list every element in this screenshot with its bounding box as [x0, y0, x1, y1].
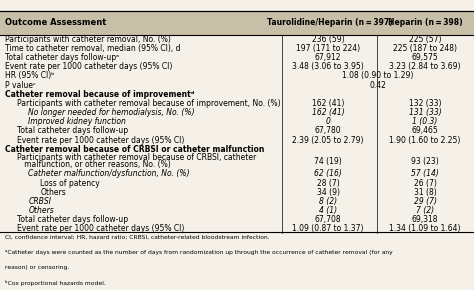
Text: 1.90 (1.60 to 2.25): 1.90 (1.60 to 2.25): [390, 136, 461, 145]
Text: Participants with catheter removal because of CRBSI, catheter: Participants with catheter removal becau…: [17, 153, 256, 162]
Text: 69,465: 69,465: [412, 126, 438, 135]
Text: 4 (1): 4 (1): [319, 206, 337, 215]
Text: Others: Others: [28, 206, 54, 215]
Text: Others: Others: [40, 188, 66, 197]
Text: 28 (7): 28 (7): [317, 179, 339, 188]
Text: Event rate per 1000 catheter days (95% CI): Event rate per 1000 catheter days (95% C…: [17, 136, 184, 145]
Text: 1.08 (0.90 to 1.29): 1.08 (0.90 to 1.29): [342, 72, 414, 81]
Text: 3.23 (2.84 to 3.69): 3.23 (2.84 to 3.69): [390, 62, 461, 71]
Text: 31 (8): 31 (8): [414, 188, 437, 197]
Text: 57 (14): 57 (14): [411, 169, 439, 178]
Text: 62 (16): 62 (16): [314, 169, 342, 178]
Text: 131 (33): 131 (33): [409, 108, 442, 117]
Text: 236 (59): 236 (59): [312, 35, 344, 44]
Text: 0.42: 0.42: [370, 81, 386, 90]
Text: 8 (2): 8 (2): [319, 197, 337, 206]
Text: Time to catheter removal, median (95% CI), d: Time to catheter removal, median (95% CI…: [5, 44, 180, 53]
Text: 1.34 (1.09 to 1.64): 1.34 (1.09 to 1.64): [390, 224, 461, 233]
Text: Total catheter days follow-up: Total catheter days follow-up: [17, 215, 128, 224]
Text: P valueᶜ: P valueᶜ: [5, 81, 36, 90]
Text: Outcome Assessment: Outcome Assessment: [5, 18, 106, 28]
Text: Improved kidney function: Improved kidney function: [28, 117, 126, 126]
Text: 1.09 (0.87 to 1.37): 1.09 (0.87 to 1.37): [292, 224, 364, 233]
FancyBboxPatch shape: [0, 11, 474, 35]
Text: Heparin (n = 398): Heparin (n = 398): [388, 18, 463, 28]
Text: Catheter removal because of CRBSI or catheter malfunction: Catheter removal because of CRBSI or cat…: [5, 145, 264, 154]
Text: No longer needed for hemodialysis, No. (%): No longer needed for hemodialysis, No. (…: [28, 108, 195, 117]
Text: 0: 0: [326, 117, 330, 126]
Text: 93 (23): 93 (23): [411, 157, 439, 166]
Text: 69,318: 69,318: [412, 215, 438, 224]
Text: ᵇCox proportional hazards model.: ᵇCox proportional hazards model.: [5, 280, 106, 286]
Text: 67,780: 67,780: [315, 126, 341, 135]
Text: reason) or censoring.: reason) or censoring.: [5, 265, 69, 270]
Text: Catheter removal because of improvementᵈ: Catheter removal because of improvementᵈ: [5, 90, 194, 99]
Text: Total catheter days follow-up: Total catheter days follow-up: [17, 126, 128, 135]
Text: Event rate per 1000 catheter days (95% CI): Event rate per 1000 catheter days (95% C…: [5, 62, 172, 71]
Text: 132 (33): 132 (33): [409, 99, 441, 108]
Text: 69,575: 69,575: [412, 53, 438, 62]
Text: 2.39 (2.05 to 2.79): 2.39 (2.05 to 2.79): [292, 136, 364, 145]
Text: Loss of patency: Loss of patency: [40, 179, 100, 188]
Text: HR (95% CI)ᵇ: HR (95% CI)ᵇ: [5, 72, 54, 81]
Text: CRBSI: CRBSI: [28, 197, 52, 206]
Text: CI, confidence interval; HR, hazard ratio; CRBSI, catheter-related bloodstream i: CI, confidence interval; HR, hazard rati…: [5, 235, 269, 240]
Text: 162 (41): 162 (41): [312, 99, 344, 108]
Text: Total catheter days follow-upᵃ: Total catheter days follow-upᵃ: [5, 53, 119, 62]
Text: 197 (171 to 224): 197 (171 to 224): [296, 44, 360, 53]
Text: ᵃCatheter days were counted as the number of days from randomization up through : ᵃCatheter days were counted as the numbe…: [5, 250, 392, 255]
Text: 67,912: 67,912: [315, 53, 341, 62]
Text: 67,708: 67,708: [315, 215, 341, 224]
Text: 26 (7): 26 (7): [414, 179, 437, 188]
Text: Catheter malfunction/dysfunction, No. (%): Catheter malfunction/dysfunction, No. (%…: [28, 169, 190, 178]
Text: 34 (9): 34 (9): [317, 188, 339, 197]
Text: 162 (41): 162 (41): [311, 108, 345, 117]
Text: 7 (2): 7 (2): [416, 206, 434, 215]
Text: Event rate per 1000 catheter days (95% CI): Event rate per 1000 catheter days (95% C…: [17, 224, 184, 233]
Text: 225 (187 to 248): 225 (187 to 248): [393, 44, 457, 53]
Text: 3.48 (3.06 to 3.95): 3.48 (3.06 to 3.95): [292, 62, 364, 71]
Text: malfunction, or other reasons, No. (%): malfunction, or other reasons, No. (%): [17, 160, 170, 169]
Text: 74 (19): 74 (19): [314, 157, 342, 166]
Text: Taurolidine/Heparin (n = 397): Taurolidine/Heparin (n = 397): [266, 18, 392, 28]
Text: Participants with catheter removal, No. (%): Participants with catheter removal, No. …: [5, 35, 171, 44]
Text: 225 (57): 225 (57): [409, 35, 441, 44]
Text: Participants with catheter removal because of improvement, No. (%): Participants with catheter removal becau…: [17, 99, 280, 108]
Text: 29 (7): 29 (7): [414, 197, 437, 206]
Text: 1 (0.3): 1 (0.3): [412, 117, 438, 126]
